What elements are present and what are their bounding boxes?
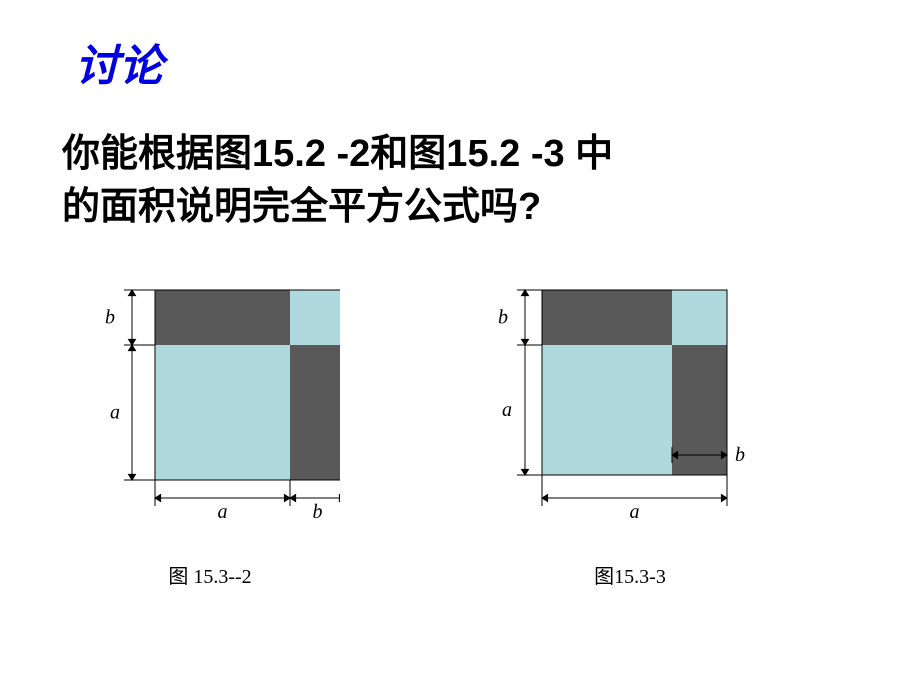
discussion-heading: 讨论 [75,30,163,94]
svg-text:b: b [498,307,508,329]
svg-text:a: a [630,501,640,523]
figure-left-caption: 图 15.3--2 [80,560,340,589]
svg-text:b: b [105,307,115,329]
question-line2: 的面积说明完全平方公式吗? [62,181,613,234]
figure-right-caption: 图15.3-3 [490,560,770,589]
figure-right: b a a b 图15.3-3 [490,280,770,589]
svg-text:b: b [313,501,323,523]
svg-text:b: b [735,444,745,466]
figure-left: b a a b 图 15.3--2 [80,280,340,589]
svg-text:a: a [502,399,512,421]
figure-right-svg: b a a b [490,280,770,540]
question-text: 你能根据图15.2 -2和图15.2 -3 中 的面积说明完全平方公式吗? [62,128,613,234]
svg-text:a: a [218,501,228,523]
svg-text:a: a [110,402,120,424]
figure-left-svg: b a a b [80,280,340,540]
question-line1: 你能根据图15.2 -2和图15.2 -3 中 [62,128,613,181]
